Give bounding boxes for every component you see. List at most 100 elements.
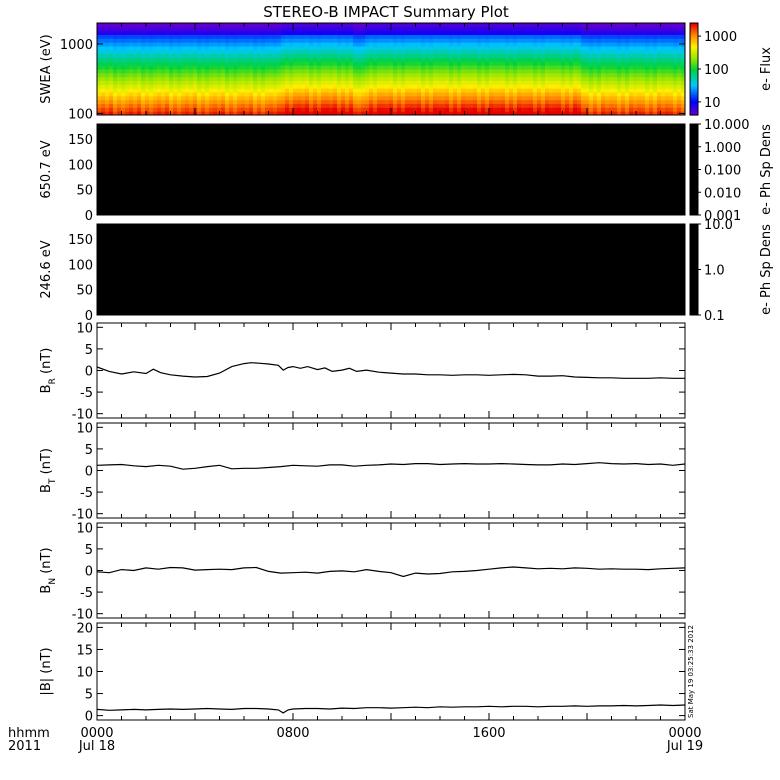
spectrogram-cell bbox=[589, 103, 594, 108]
spectrogram-cell bbox=[441, 53, 446, 58]
spectrogram-cell bbox=[253, 61, 258, 66]
spectrogram-cell bbox=[133, 107, 138, 112]
spectrogram-cell bbox=[485, 26, 490, 32]
spectrogram-cell bbox=[517, 46, 522, 51]
spectrogram-cell bbox=[381, 103, 386, 108]
spectrogram-cell bbox=[505, 65, 510, 70]
spectrogram-cell bbox=[389, 53, 394, 58]
colorbar-label-group: e- Flux bbox=[759, 47, 774, 91]
spectrogram-cell bbox=[137, 65, 142, 70]
y-axis-label: BR (nT) bbox=[39, 348, 58, 394]
spectrogram-cell bbox=[485, 53, 490, 58]
spectrogram-cell bbox=[405, 34, 410, 39]
spectrogram-cell bbox=[217, 57, 222, 62]
spectrogram-cell bbox=[225, 65, 230, 70]
spectrogram-cell bbox=[445, 69, 450, 74]
spectrogram-cell bbox=[169, 69, 174, 74]
spectrogram-cell bbox=[625, 103, 630, 108]
spectrogram-cell bbox=[325, 26, 330, 32]
spectrogram-cell bbox=[661, 26, 666, 32]
spectrogram-cell bbox=[649, 42, 654, 47]
spectrogram-cell bbox=[581, 61, 586, 66]
spectrogram-cell bbox=[465, 34, 470, 39]
spectrogram-cell bbox=[105, 61, 110, 66]
spectrogram-cell bbox=[129, 92, 134, 97]
colorbar-tick-label: 0.010 bbox=[704, 186, 741, 201]
spectrogram-cell bbox=[485, 88, 490, 93]
spectrogram-cell bbox=[533, 84, 538, 89]
spectrogram-cell bbox=[225, 61, 230, 66]
spectrogram-cell bbox=[565, 26, 570, 32]
spectrogram-cell bbox=[425, 103, 430, 108]
spectrogram-cell bbox=[449, 107, 454, 112]
pitch-angle-map bbox=[97, 224, 685, 315]
spectrogram-cell bbox=[197, 76, 202, 81]
spectrogram-cell bbox=[125, 34, 130, 39]
spectrogram-cell bbox=[409, 23, 414, 28]
spectrogram-cell bbox=[445, 49, 450, 55]
spectrogram-cell bbox=[621, 34, 626, 39]
spectrogram-cell bbox=[377, 88, 382, 93]
spectrogram-cell bbox=[569, 92, 574, 97]
spectrogram-cell bbox=[337, 46, 342, 51]
spectrogram-cell bbox=[677, 80, 682, 85]
spectrogram-cell bbox=[645, 103, 650, 108]
spectrogram-cell bbox=[397, 80, 402, 85]
spectrogram-cell bbox=[329, 103, 334, 108]
spectrogram-cell bbox=[665, 38, 670, 43]
spectrogram-cell bbox=[513, 53, 518, 58]
spectrogram-cell bbox=[313, 46, 318, 51]
spectrogram-cell bbox=[569, 69, 574, 74]
spectrogram-cell bbox=[345, 61, 350, 66]
spectrogram-cell bbox=[565, 57, 570, 62]
spectrogram-cell bbox=[121, 61, 126, 66]
spectrogram-cell bbox=[433, 88, 438, 93]
spectrogram-cell bbox=[381, 34, 386, 39]
y-tick-label: 0 bbox=[85, 309, 93, 324]
spectrogram-cell bbox=[385, 57, 390, 62]
spectrogram-cell bbox=[369, 84, 374, 89]
spectrogram-cell bbox=[497, 30, 502, 35]
spectrogram-cell bbox=[489, 111, 494, 116]
spectrogram-cell bbox=[453, 84, 458, 89]
spectrogram-cell bbox=[557, 49, 562, 55]
spectrogram-cell bbox=[325, 103, 330, 108]
spectrogram-cell bbox=[97, 46, 102, 51]
spectrogram-cell bbox=[669, 76, 674, 81]
spectrogram-cell bbox=[649, 95, 654, 101]
spectrogram-cell bbox=[261, 99, 266, 104]
spectrogram-cell bbox=[365, 92, 370, 97]
spectrogram-cell bbox=[601, 26, 606, 32]
spectrogram-cell bbox=[141, 88, 146, 93]
spectrogram-cell bbox=[273, 69, 278, 74]
spectrogram-cell bbox=[237, 42, 242, 47]
spectrogram-cell bbox=[253, 99, 258, 104]
spectrogram-cell bbox=[281, 76, 286, 81]
spectrogram-cell bbox=[349, 53, 354, 58]
spectrogram-cell bbox=[565, 92, 570, 97]
spectrogram-cell bbox=[633, 103, 638, 108]
spectrogram-cell bbox=[633, 57, 638, 62]
spectrogram-cell bbox=[329, 76, 334, 81]
spectrogram-cell bbox=[169, 103, 174, 108]
spectrogram-cell bbox=[533, 57, 538, 62]
spectrogram-cell bbox=[437, 76, 442, 81]
spectrogram-cell bbox=[661, 95, 666, 101]
spectrogram-cell bbox=[121, 65, 126, 70]
spectrogram-cell bbox=[449, 84, 454, 89]
spectrogram-cell bbox=[629, 65, 634, 70]
spectrogram-cell bbox=[365, 34, 370, 39]
spectrogram-cell bbox=[177, 72, 182, 78]
spectrogram-cell bbox=[133, 61, 138, 66]
spectrogram-cell bbox=[213, 42, 218, 47]
colorbar-segment bbox=[690, 69, 698, 72]
spectrogram-cell bbox=[665, 30, 670, 35]
spectrogram-cell bbox=[669, 72, 674, 78]
spectrogram-cell bbox=[349, 84, 354, 89]
spectrogram-cell bbox=[529, 72, 534, 78]
spectrogram-cell bbox=[257, 53, 262, 58]
spectrogram-cell bbox=[153, 57, 158, 62]
spectrogram-cell bbox=[189, 95, 194, 101]
spectrogram-cell bbox=[113, 84, 118, 89]
spectrogram-cell bbox=[125, 107, 130, 112]
